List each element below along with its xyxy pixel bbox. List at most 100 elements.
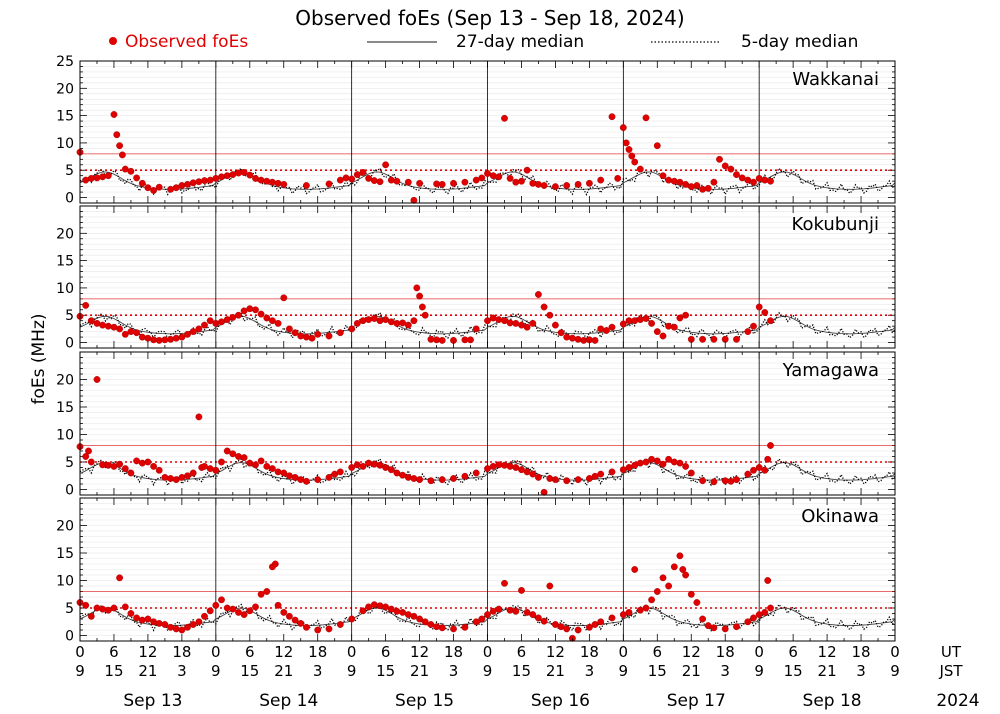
observed-point — [699, 185, 706, 193]
observed-point — [144, 458, 152, 466]
legend-observed-label: Observed foEs — [125, 32, 248, 52]
station-label: Wakkanai — [792, 69, 879, 90]
observed-point — [82, 301, 90, 309]
observed-point — [665, 176, 672, 184]
ut-tick-label: 18 — [172, 643, 191, 661]
observed-point — [622, 139, 630, 147]
observed-point — [127, 610, 135, 617]
observed-point — [642, 315, 650, 322]
observed-point — [761, 466, 769, 474]
observed-point — [512, 607, 520, 615]
observed-point — [563, 182, 571, 189]
observed-point — [529, 319, 537, 327]
observed-point — [523, 166, 531, 174]
observed-point — [246, 459, 254, 467]
y-tick-label: 5 — [65, 163, 74, 179]
observed-point — [597, 325, 605, 333]
median-27day-line — [79, 315, 896, 335]
observed-point — [438, 624, 446, 632]
observed-point — [648, 455, 655, 463]
observed-point — [172, 334, 180, 342]
observed-point — [529, 611, 537, 618]
observed-point — [302, 333, 310, 341]
observed-point — [699, 477, 706, 485]
median-5day-line — [79, 311, 896, 341]
observed-point — [116, 325, 124, 333]
observed-point — [212, 466, 220, 474]
observed-point — [104, 322, 112, 330]
ut-unit-label: UT — [941, 643, 962, 661]
observed-point — [161, 473, 169, 481]
observed-point — [506, 174, 514, 182]
observed-point — [642, 114, 650, 122]
observed-point — [325, 473, 333, 481]
observed-point — [336, 329, 344, 337]
observed-point — [450, 179, 457, 187]
observed-point — [155, 183, 163, 191]
observed-point — [535, 180, 542, 188]
observed-point — [591, 336, 599, 344]
observed-point — [574, 335, 582, 343]
observed-point — [201, 177, 208, 185]
y-tick-label: 10 — [56, 574, 74, 590]
observed-point — [670, 177, 678, 185]
jst-tick-label: 15 — [104, 662, 123, 680]
observed-point — [597, 176, 605, 184]
observed-point — [682, 571, 689, 579]
observed-point — [274, 468, 282, 476]
observed-point — [495, 605, 503, 613]
y-tick-label: 0 — [65, 629, 74, 645]
observed-point — [246, 171, 254, 179]
observed-point — [167, 623, 175, 631]
observed-point — [764, 455, 772, 463]
y-tick-label: 0 — [65, 336, 74, 352]
median-5day-line — [79, 167, 896, 196]
observed-point — [670, 458, 678, 466]
observed-point — [206, 317, 214, 325]
observed-point — [461, 472, 469, 480]
observed-point — [721, 162, 729, 170]
observed-point — [155, 620, 163, 627]
observed-point — [133, 329, 141, 337]
observed-point — [257, 590, 265, 598]
jst-tick-label: 3 — [720, 662, 730, 680]
y-tick-label: 5 — [65, 601, 74, 617]
observed-point — [750, 178, 757, 186]
jst-tick-label: 21 — [274, 662, 293, 680]
observed-point — [670, 323, 678, 331]
observed-point — [438, 180, 446, 188]
observed-point — [427, 621, 435, 628]
observed-point — [608, 323, 616, 331]
observed-point — [252, 306, 259, 314]
observed-point — [178, 333, 186, 341]
observed-point — [325, 332, 333, 340]
observed-point — [489, 462, 497, 470]
observed-point — [387, 176, 395, 184]
observed-point — [416, 292, 423, 300]
jst-tick-label: 9 — [754, 662, 764, 680]
observed-point — [450, 625, 457, 633]
observed-point — [212, 319, 220, 327]
observed-point — [285, 472, 293, 480]
observed-point — [636, 165, 644, 173]
observed-point — [495, 461, 503, 469]
observed-point — [184, 623, 191, 631]
observed-point — [710, 335, 718, 343]
observed-point — [467, 336, 474, 344]
observed-point — [393, 469, 401, 477]
observed-point — [767, 442, 774, 449]
observed-point — [733, 476, 740, 483]
observed-point — [161, 336, 169, 344]
observed-point — [314, 626, 322, 634]
observed-point — [167, 475, 175, 482]
chart-title: Observed foEs (Sep 13 - Sep 18, 2024) — [295, 6, 684, 30]
observed-point — [87, 612, 95, 620]
observed-point — [642, 604, 650, 612]
observed-point — [229, 605, 237, 613]
observed-point — [285, 612, 293, 620]
observed-point — [628, 152, 636, 160]
observed-point — [353, 461, 361, 469]
x-axis: 0 6 12 18 0 6 12 18 0 6 12 18 0 6 12 18 0 6 12 18 0 6 12 18 09 15… — [75, 643, 979, 711]
observed-point — [557, 329, 565, 337]
